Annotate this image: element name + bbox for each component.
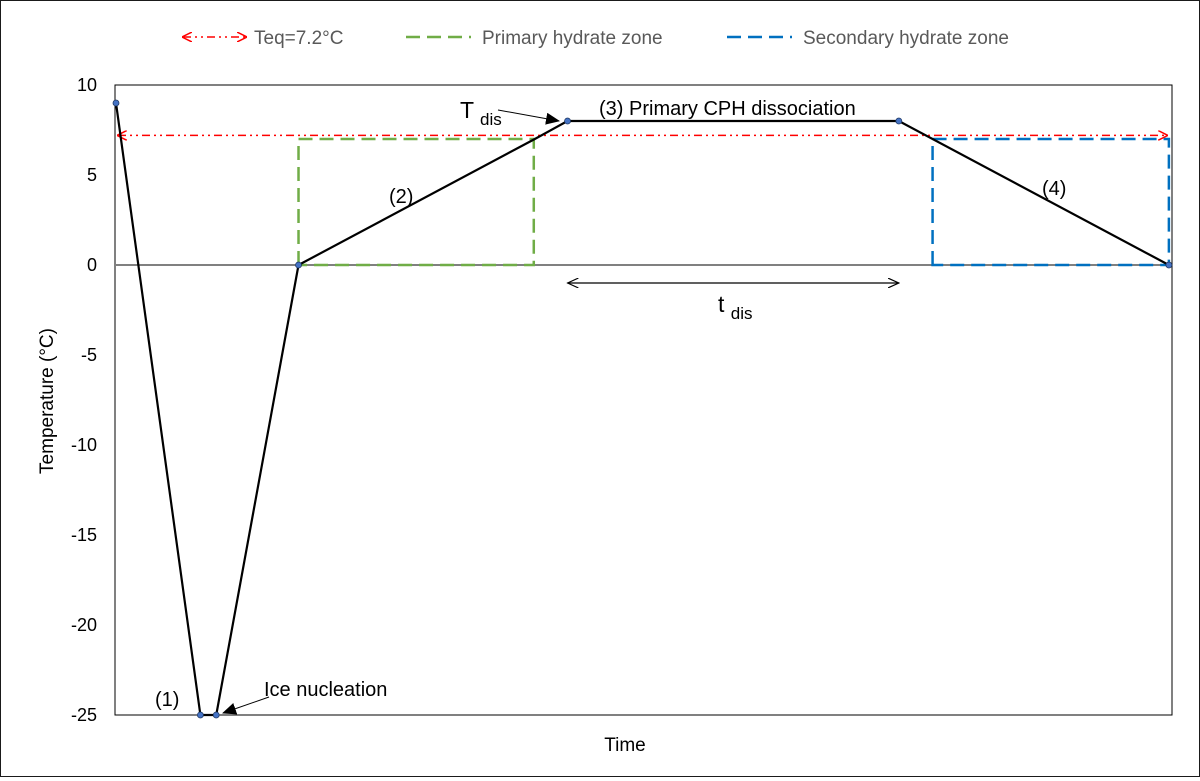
y-tick-label: -15 <box>71 525 97 545</box>
legend-label-teq: Teq=7.2°C <box>254 28 343 49</box>
secondary-hydrate-zone <box>931 137 1171 267</box>
series-point <box>564 117 571 125</box>
temperature-series-line <box>114 102 1170 717</box>
legend-item-teq: Teq=7.2°C <box>183 28 343 49</box>
legend-label-secondary: Secondary hydrate zone <box>803 28 1009 49</box>
tdis-pointer-arrow <box>497 109 560 125</box>
series-point <box>895 117 903 125</box>
annotation-step4: (4) <box>1042 178 1066 200</box>
annotation-t-dis-label: T dis <box>460 97 502 129</box>
legend-item-secondary: Secondary hydrate zone <box>727 28 1009 49</box>
annotation-step3: (3) Primary CPH dissociation <box>599 98 856 120</box>
temperature-series-points <box>112 99 1173 719</box>
annotation-tdis-span-label: t dis <box>718 291 753 323</box>
annotation-ice-nucleation: Ice nucleation <box>264 679 387 701</box>
plot-area <box>114 84 1173 716</box>
y-tick-label: -25 <box>71 705 97 725</box>
y-tick-label: -5 <box>81 345 97 365</box>
y-tick-labels: 10 5 0 -5 -10 -15 -20 -25 <box>71 75 97 725</box>
y-tick-label: 5 <box>87 165 97 185</box>
series-point <box>112 99 120 107</box>
legend: Teq=7.2°C Primary hydrate zone Secondary… <box>183 28 1009 49</box>
y-tick-label: 10 <box>77 75 97 95</box>
y-axis-title: Temperature (°C) <box>37 328 58 474</box>
x-axis-title: Time <box>604 735 646 756</box>
series-point <box>1165 261 1173 269</box>
series-point <box>212 711 220 719</box>
annotation-t-dis-main: T <box>460 97 474 123</box>
y-tick-label: -10 <box>71 435 97 455</box>
annotation-tdis-main: t <box>718 291 725 317</box>
ice-nucleation-pointer-arrow <box>222 696 270 715</box>
annotation-step1: (1) <box>155 689 179 711</box>
annotation-t-dis-sub: dis <box>480 110 502 129</box>
y-tick-label: -20 <box>71 615 97 635</box>
y-tick-label: 0 <box>87 255 97 275</box>
series-point <box>196 711 204 719</box>
series-point <box>295 261 302 269</box>
annotation-tdis-sub: dis <box>731 304 753 323</box>
legend-item-primary: Primary hydrate zone <box>406 28 663 49</box>
legend-label-primary: Primary hydrate zone <box>482 28 663 49</box>
annotation-step2: (2) <box>389 186 413 208</box>
